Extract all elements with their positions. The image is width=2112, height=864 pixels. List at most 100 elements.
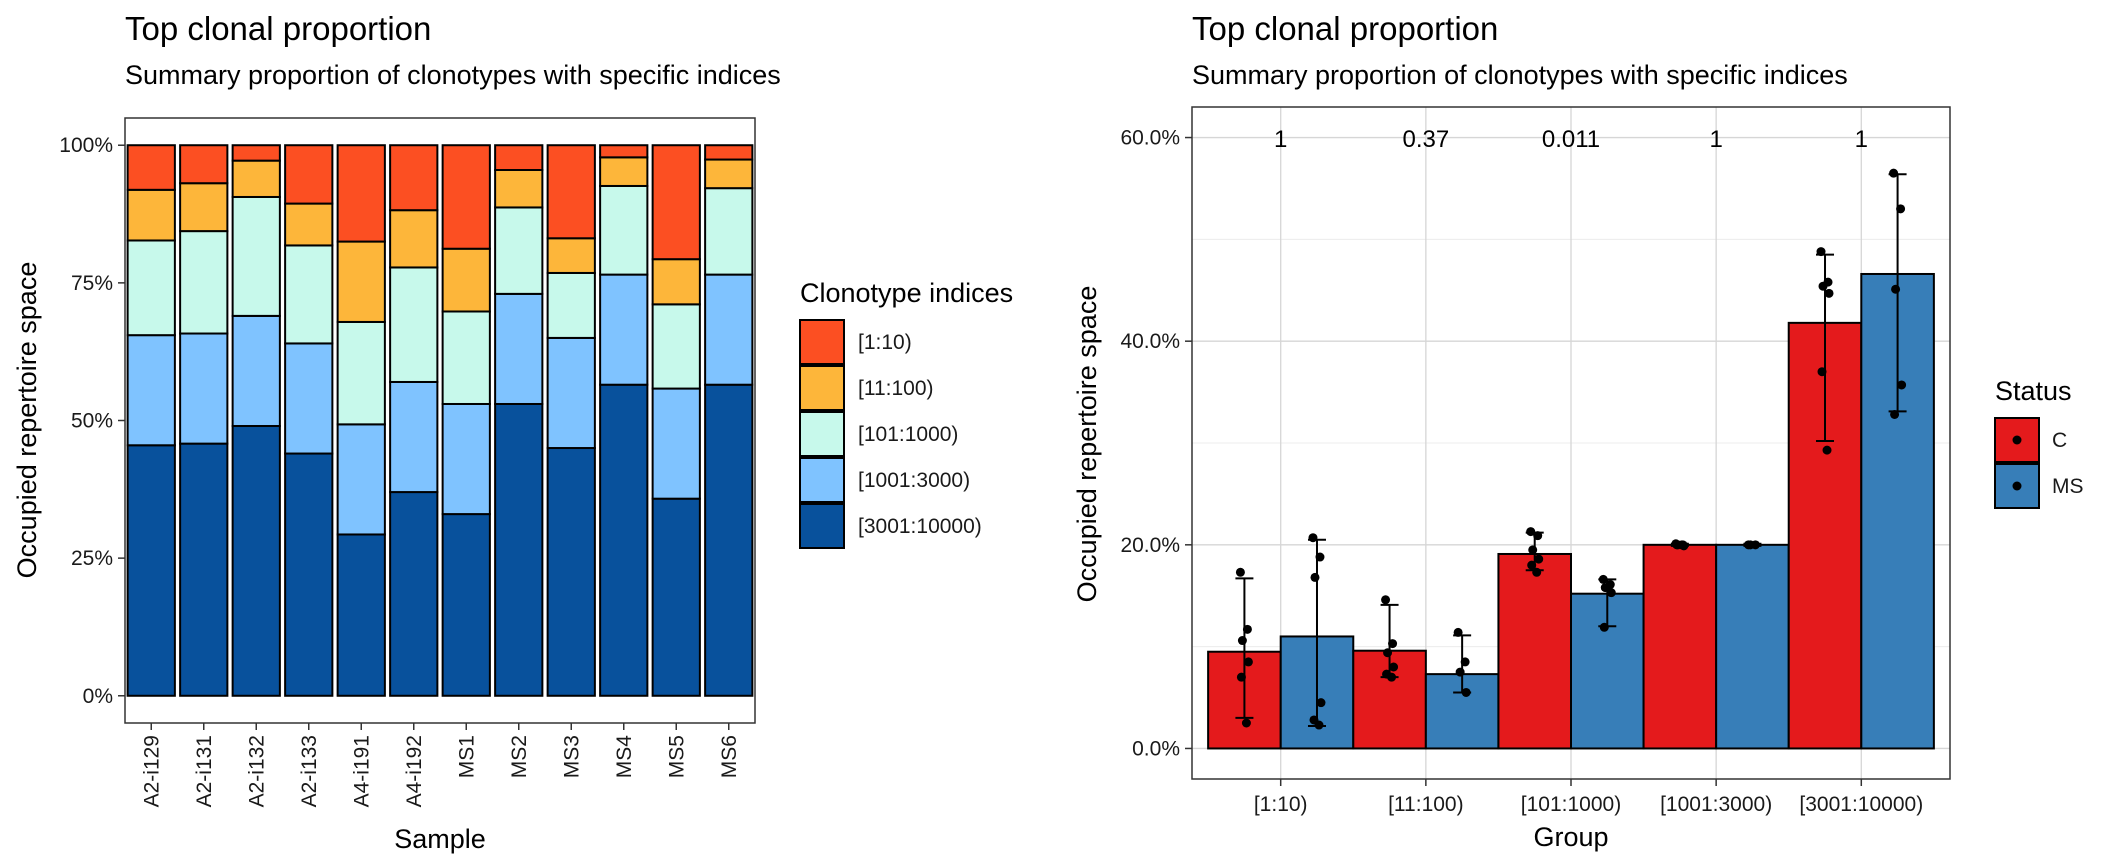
y-tick-label: 75% (71, 272, 113, 295)
bar-segment-ms5-11-100 (651, 258, 701, 306)
legend-key-point (2012, 435, 2022, 445)
bar-segment-ms5-3001-10000 (651, 497, 701, 697)
data-point (1389, 662, 1399, 672)
data-point (1236, 672, 1246, 682)
data-point (1315, 552, 1325, 562)
data-point (1534, 554, 1544, 564)
bar-segment-ms6-1-10 (704, 144, 754, 161)
data-point (1235, 567, 1245, 577)
right-y-axis: 0.0% 20.0% 40.0% 60.0% (1120, 127, 1192, 760)
data-point (1526, 527, 1536, 537)
left-y-axis: 0% 25% 50% 75% 100% (59, 134, 125, 708)
x-tick-label-1-10: [1:10) (1254, 793, 1308, 816)
legend-label-11-100: [11:100) (858, 377, 934, 400)
bar-segment-a2-i131-3001-10000 (179, 442, 229, 697)
bar-segment-ms3-3001-10000 (546, 447, 596, 697)
bar-segment-a2-i132-1-10 (231, 144, 281, 162)
legend-key-101-1000 (799, 411, 845, 457)
bar-segment-ms5-101-1000 (651, 303, 701, 390)
bar-segment-a2-i132-11-100 (231, 159, 281, 198)
data-point (1598, 574, 1608, 584)
data-point (1891, 284, 1901, 294)
x-tick-label-1001-3000: [1001:3000) (1660, 793, 1772, 816)
x-tick-label-101-1000: [101:1000) (1521, 793, 1621, 816)
x-tick-label-3001-10000: [3001:10000) (1799, 793, 1923, 816)
y-tick-label: 0% (83, 685, 113, 708)
bar-segment-a2-i129-3001-10000 (126, 444, 176, 697)
bar-segment-ms5-1001-3000 (651, 387, 701, 500)
x-tick-label-a2-i132: A2-i132 (245, 735, 268, 807)
legend-key-11-100 (799, 365, 845, 411)
p-value-label-3001-10000: 1 (1855, 126, 1868, 153)
bar-segment-ms6-3001-10000 (704, 383, 754, 697)
bar-segment-a2-i129-11-100 (126, 188, 176, 242)
bar-segment-a2-i129-101-1000 (126, 239, 176, 337)
data-point (1897, 380, 1907, 390)
data-point (1817, 367, 1827, 377)
x-tick-label-ms3: MS3 (560, 735, 583, 778)
legend-label-101-1000: [101:1000) (858, 423, 958, 446)
left-bars (126, 144, 754, 697)
bar-segment-ms2-3001-10000 (494, 402, 544, 697)
data-point (1599, 622, 1609, 632)
data-point (1896, 204, 1906, 214)
x-tick-label-ms5: MS5 (665, 735, 688, 778)
right-legend: Status C MS (1994, 376, 2084, 509)
data-point (1381, 595, 1391, 605)
data-point (1455, 667, 1465, 677)
legend-key-3001-10000 (799, 503, 845, 549)
bar-segment-ms2-1001-3000 (494, 292, 544, 405)
data-point (1532, 567, 1542, 577)
right-chart-subtitle: Summary proportion of clonotypes with sp… (1192, 60, 1848, 90)
bar-segment-ms5-1-10 (651, 144, 701, 261)
bar-segment-a4-i191-1001-3000 (336, 423, 386, 536)
x-tick-label-a2-i133: A2-i133 (298, 735, 321, 807)
data-point (1818, 281, 1828, 291)
bar-segment-a2-i133-1001-3000 (284, 342, 334, 455)
legend-label-1-10: [1:10) (858, 331, 912, 354)
right-x-axis: [1:10) [11:100) [101:1000) [1001:3000) [3001… (1254, 779, 1923, 816)
y-tick-label: 50% (71, 410, 113, 433)
data-point (1308, 533, 1318, 543)
bar-segment-ms4-1001-3000 (599, 273, 649, 386)
data-point (1822, 445, 1832, 455)
bar-segment-ms3-101-1000 (546, 271, 596, 339)
p-value-label-1001-3000: 1 (1709, 126, 1722, 153)
data-point (1527, 560, 1537, 570)
data-point (1745, 540, 1755, 550)
data-point (1241, 718, 1251, 728)
legend-key-point (2012, 481, 2022, 491)
right-bars (1207, 168, 1935, 750)
bar-segment-a2-i132-1001-3000 (231, 314, 281, 428)
x-tick-label-ms6: MS6 (718, 735, 741, 778)
bar-segment-ms1-1001-3000 (441, 402, 491, 516)
data-point (1461, 687, 1471, 697)
bar-segment-ms4-3001-10000 (599, 383, 649, 697)
data-point (1528, 545, 1538, 555)
bar-segment-a4-i192-11-100 (389, 209, 439, 269)
bar-segment-a2-i131-1001-3000 (179, 332, 229, 445)
bar-segment-ms1-11-100 (441, 247, 491, 313)
x-tick-label-a2-i129: A2-i129 (140, 735, 163, 807)
left-x-axis-title: Sample (394, 824, 486, 854)
bar-1001-3000-c (1642, 543, 1718, 750)
data-point (1310, 572, 1320, 582)
y-tick-label: 60.0% (1120, 127, 1180, 150)
legend-label-c: C (2052, 429, 2067, 452)
bar-segment-a2-i131-1-10 (179, 144, 229, 185)
bar-segment-ms3-1-10 (546, 144, 596, 240)
left-chart-title: Top clonal proportion (125, 10, 431, 47)
bar-segment-a2-i133-101-1000 (284, 244, 334, 345)
p-value-label-11-100: 0.37 (1402, 126, 1449, 153)
data-point (1460, 657, 1470, 667)
bar-segment-a2-i129-1-10 (126, 144, 176, 191)
data-point (1889, 168, 1899, 178)
right-y-axis-title: Occupied repertoire space (1072, 286, 1102, 603)
bar-segment-a4-i191-11-100 (336, 240, 386, 323)
left-chart-subtitle: Summary proportion of clonotypes with sp… (125, 60, 781, 90)
y-tick-label: 100% (59, 134, 113, 157)
data-point (1316, 698, 1326, 708)
left-x-axis: A2-i129 A2-i131 A2-i132 A2-i133 A4-i191 A4-i1… (140, 723, 741, 807)
x-tick-label-a4-i191: A4-i191 (350, 735, 373, 807)
y-tick-label: 20.0% (1120, 534, 1180, 557)
